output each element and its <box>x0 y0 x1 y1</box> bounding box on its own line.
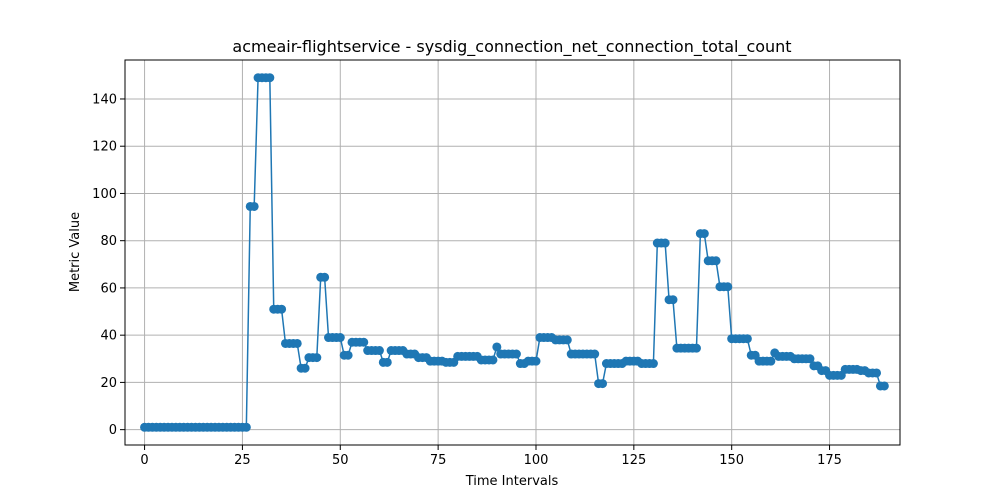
data-point <box>488 355 498 365</box>
data-point <box>660 238 670 248</box>
data-point <box>879 381 889 391</box>
data-point <box>312 353 322 363</box>
data-point <box>562 335 572 345</box>
data-point <box>691 343 701 353</box>
data-point <box>265 73 275 83</box>
data-point <box>359 337 369 347</box>
data-point <box>648 359 658 369</box>
data-point <box>872 368 882 378</box>
data-point <box>277 304 287 314</box>
data-point <box>492 342 502 352</box>
x-tick-label: 0 <box>140 453 148 468</box>
data-point <box>249 201 259 211</box>
data-point <box>300 363 310 373</box>
y-tick-label: 100 <box>92 187 117 202</box>
y-tick-label: 120 <box>92 140 117 155</box>
data-point <box>742 334 752 344</box>
x-tick-label: 100 <box>524 453 549 468</box>
y-axis-label: Metric Value <box>68 212 83 292</box>
data-point <box>723 282 733 292</box>
data-point <box>711 256 721 266</box>
data-point <box>335 333 345 343</box>
x-tick-label: 50 <box>332 453 349 468</box>
grid <box>125 60 900 445</box>
x-tick-label: 150 <box>719 453 744 468</box>
y-tick-label: 0 <box>109 423 117 438</box>
data-point <box>320 272 330 282</box>
x-tick-label: 75 <box>430 453 447 468</box>
y-tick-label: 60 <box>100 281 117 296</box>
data-point <box>699 229 709 239</box>
plot-frame <box>124 59 901 446</box>
y-tick-label: 80 <box>100 234 117 249</box>
y-tick-label: 40 <box>100 329 117 344</box>
ticks: 0 25 50 75 100 125 150 175 0 20 40 60 80 100 120 140 <box>92 92 842 468</box>
data-point <box>766 356 776 366</box>
data-point <box>374 346 384 356</box>
data-point <box>382 357 392 367</box>
data-point <box>511 349 521 359</box>
data-point <box>343 350 353 360</box>
x-axis-label: Time Intervals <box>465 474 559 489</box>
chart-title: acmeair-flightservice - sysdig_connectio… <box>232 37 791 57</box>
x-tick-label: 175 <box>817 453 842 468</box>
data-point <box>668 295 678 305</box>
data-point <box>292 338 302 348</box>
series-layer <box>140 73 889 432</box>
x-tick-label: 125 <box>621 453 646 468</box>
data-point <box>241 422 251 432</box>
data-point <box>590 349 600 359</box>
data-point <box>598 379 608 389</box>
x-tick-label: 25 <box>234 453 251 468</box>
data-point <box>805 354 815 364</box>
y-tick-label: 140 <box>92 92 117 107</box>
data-point <box>531 356 541 366</box>
y-tick-label: 20 <box>100 376 117 391</box>
